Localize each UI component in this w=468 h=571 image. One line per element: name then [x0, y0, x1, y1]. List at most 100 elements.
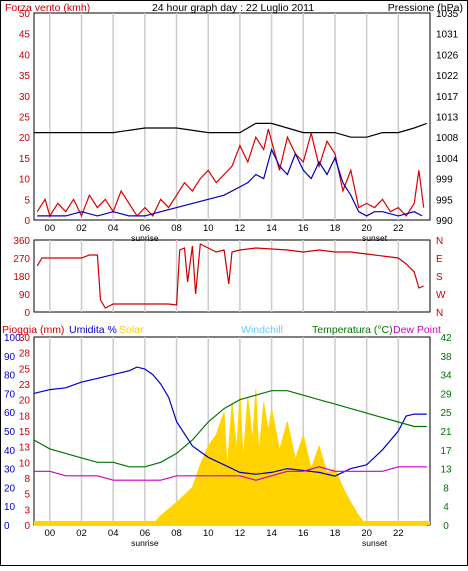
wind-tick-label: 0: [24, 216, 30, 227]
pressure-tick-label: 1031: [436, 30, 459, 41]
x-tick-label: 08: [171, 223, 182, 234]
gridlines: [49, 13, 400, 525]
temperature-label: Temperatura (°C): [312, 324, 393, 336]
humidity-tick-label: 60: [4, 408, 16, 419]
pressure-tick-label: 1022: [436, 71, 459, 82]
sunset-label: sunset: [362, 538, 388, 548]
humidity-tick-label: 30: [4, 465, 16, 476]
pressure-tick-label: 999: [436, 175, 453, 186]
x-tick-label: 12: [235, 223, 246, 234]
wind-tick-label: 40: [19, 50, 31, 61]
rain-tick-label: 3: [24, 505, 30, 516]
chart-title: 24 hour graph day : 22 Luglio 2011: [152, 2, 314, 14]
pressure-axis-label: Pressione (hPa): [388, 2, 463, 14]
rain-tick-label: 5: [24, 490, 30, 501]
humidity-tick-label: 100: [4, 333, 21, 344]
humidity-tick-label: 90: [4, 352, 16, 363]
temperature-tick-label: 42: [440, 333, 452, 344]
wind-pressure-panel: [33, 12, 431, 221]
x-tick-label: 10: [203, 528, 214, 539]
direction-tick-label: 90: [19, 290, 31, 301]
humidity-tick-label: 10: [4, 502, 16, 513]
pressure-tick-label: 1035: [436, 9, 459, 20]
wind-tick-label: 25: [19, 113, 31, 124]
rain-tick-label: 18: [19, 411, 31, 422]
temperature-line: [33, 390, 427, 468]
humidity-tick-label: 0: [4, 521, 10, 532]
dewpoint-label: Dew Point: [393, 324, 441, 336]
temperature-tick-label: 25: [440, 408, 452, 419]
humidity-label: Umidita %: [69, 324, 117, 336]
x-tick-label: 02: [76, 528, 87, 539]
x-tick-label: 14: [266, 528, 277, 539]
pressure-tick-label: 1004: [436, 154, 459, 165]
wind-tick-label: 30: [19, 92, 31, 103]
humidity-tick-label: 50: [4, 427, 16, 438]
temperature-tick-label: 34: [440, 371, 452, 382]
rain-tick-label: 10: [19, 458, 31, 469]
x-tick-label: 00: [45, 223, 56, 234]
temperature-tick-label: 21: [440, 427, 452, 438]
rain-tick-label: 25: [19, 364, 31, 375]
temperature-tick-label: 0: [443, 521, 449, 532]
direction-panel: [33, 239, 431, 313]
pressure-tick-label: 995: [436, 195, 453, 206]
rain-tick-label: 8: [24, 474, 30, 485]
sunrise-label: sunrise: [131, 233, 159, 243]
x-tick-label: 12: [235, 528, 246, 539]
direction-tick-label: 0: [24, 308, 30, 319]
rain-tick-label: 13: [19, 443, 31, 454]
pressure-tick-label: 1013: [436, 113, 459, 124]
temperature-tick-label: 17: [440, 446, 452, 457]
wind-tick-label: 35: [19, 71, 31, 82]
wind-axis-label: Forza vento (kmh): [5, 2, 90, 14]
wind-speed-line: [36, 128, 425, 218]
wind-tick-label: 20: [19, 133, 31, 144]
windchill-label: Windchill: [241, 324, 283, 336]
humidity-tick-label: 20: [4, 483, 16, 494]
axis-ticks: 0000020204040606080810101212141416161818…: [4, 9, 459, 548]
sunrise-label: sunrise: [131, 538, 159, 548]
x-tick-label: 22: [393, 223, 404, 234]
humidity-line: [33, 366, 427, 477]
wind-tick-label: 10: [19, 175, 31, 186]
x-tick-label: 00: [45, 528, 56, 539]
solar-label: Solar: [119, 324, 144, 336]
rain-tick-label: 28: [19, 349, 31, 360]
wind-average-line: [37, 147, 423, 217]
humidity-tick-label: 70: [4, 389, 16, 400]
temperature-tick-label: 38: [440, 352, 452, 363]
compass-label: N: [436, 308, 443, 319]
wind-tick-label: 50: [19, 9, 31, 20]
line-series: [33, 122, 428, 481]
x-tick-label: 08: [171, 528, 182, 539]
x-tick-label: 16: [298, 528, 309, 539]
compass-label: E: [436, 254, 443, 265]
compass-label: W: [436, 290, 446, 301]
x-tick-label: 06: [140, 223, 151, 234]
direction-tick-label: 270: [13, 254, 30, 265]
pressure-tick-label: 1017: [436, 92, 459, 103]
x-tick-label: 04: [108, 223, 119, 234]
x-tick-label: 20: [361, 223, 372, 234]
rain-label: Pioggia (mm): [2, 324, 64, 336]
x-tick-label: 06: [140, 528, 151, 539]
pressure-tick-label: 1026: [436, 50, 459, 61]
x-tick-label: 14: [266, 223, 277, 234]
direction-tick-label: 180: [13, 272, 30, 283]
rain-tick-label: 15: [19, 427, 31, 438]
rain-tick-label: 0: [24, 521, 30, 532]
temperature-tick-label: 4: [443, 502, 449, 513]
x-tick-label: 18: [330, 223, 341, 234]
temperature-tick-label: 29: [440, 389, 452, 400]
dewpoint-line: [34, 466, 427, 481]
wind-tick-label: 45: [19, 30, 31, 41]
x-tick-label: 02: [76, 223, 87, 234]
temperature-tick-label: 8: [443, 483, 449, 494]
x-tick-label: 18: [330, 528, 341, 539]
rain-tick-label: 20: [19, 396, 31, 407]
compass-label: S: [436, 272, 443, 283]
pressure-tick-label: 990: [436, 216, 453, 227]
